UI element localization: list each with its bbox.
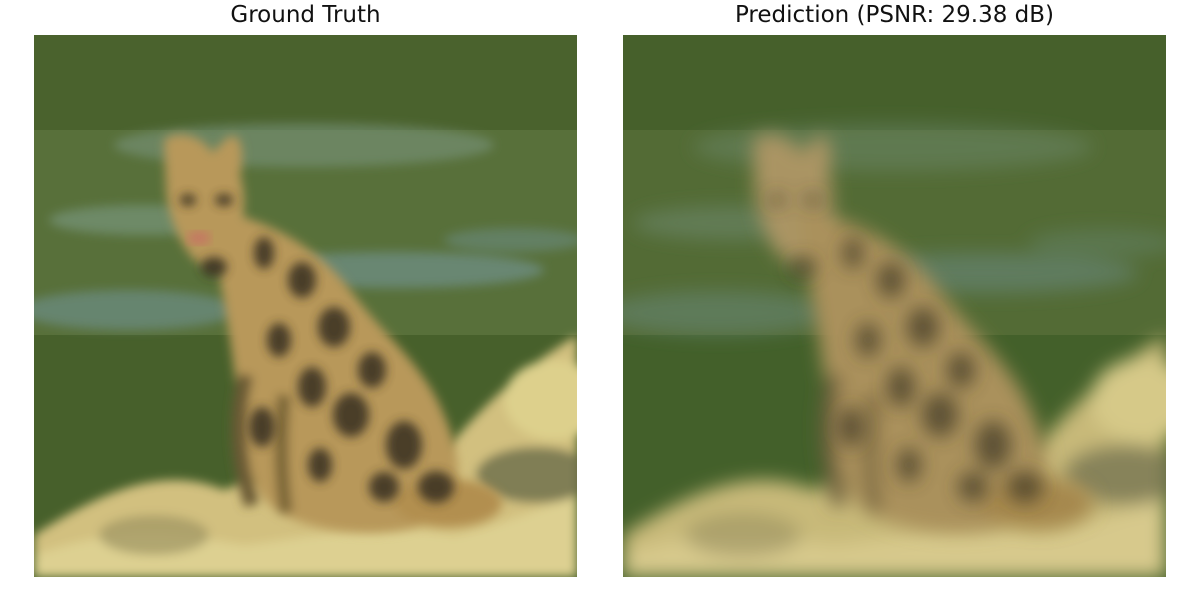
ground-truth-title: Ground Truth — [230, 2, 381, 28]
ground-truth-image — [34, 35, 577, 577]
ground-truth-leopard-image — [34, 35, 577, 577]
prediction-title: Prediction (PSNR: 29.38 dB) — [734, 2, 1055, 28]
prediction-image — [623, 35, 1166, 577]
prediction-scene — [623, 35, 1166, 577]
ground-truth-scene — [34, 35, 577, 577]
prediction-leopard-image — [623, 35, 1166, 577]
